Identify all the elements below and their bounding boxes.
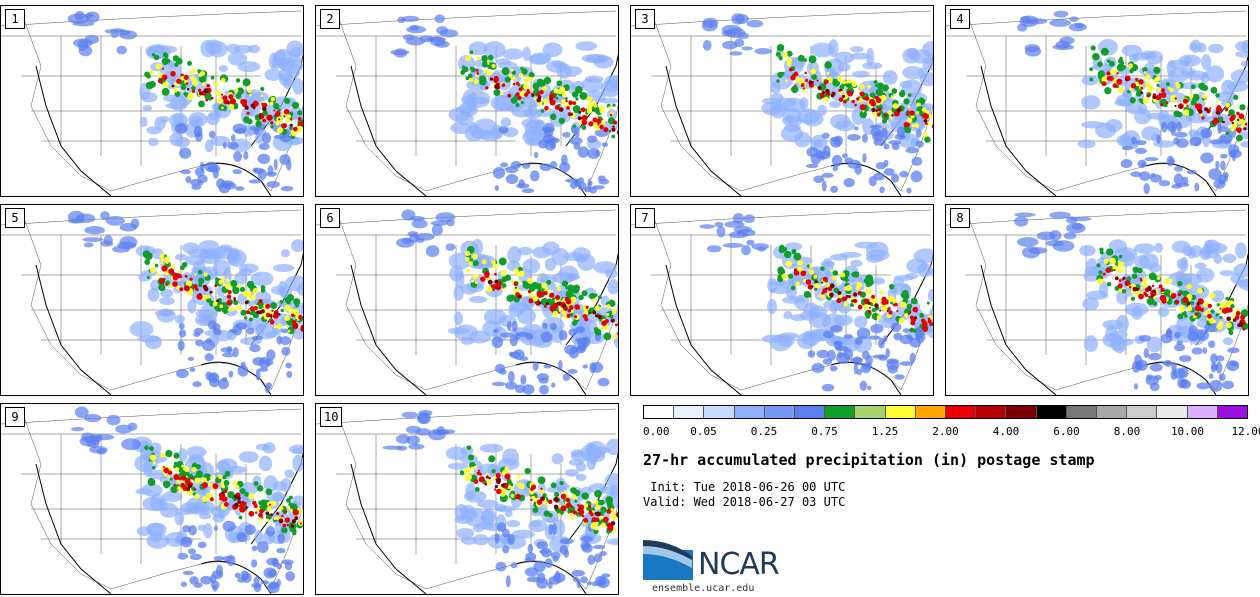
colorbar-swatch <box>1066 406 1098 418</box>
member-label: 7 <box>635 208 655 228</box>
member-panel-6: 6 <box>315 204 619 396</box>
precip-field <box>390 14 618 194</box>
colorbar-tick: 0.25 <box>750 425 778 438</box>
colorbar-swatch <box>1157 406 1188 418</box>
precip-field <box>701 13 933 194</box>
colorbar-swatch <box>795 406 826 418</box>
colorbar-tick: 12.00 <box>1231 425 1260 438</box>
colorbar-tick: 2.00 <box>932 425 959 438</box>
precip-map <box>946 10 1248 196</box>
member-label: 4 <box>950 9 970 29</box>
colorbar-swatch <box>704 406 735 418</box>
figure-title: 27-hr accumulated precipitation (in) pos… <box>643 451 1095 469</box>
colorbar-swatch <box>1036 406 1067 418</box>
precip-colorbar <box>643 405 1248 419</box>
colorbar-swatch <box>674 406 705 418</box>
precip-field <box>67 10 303 194</box>
member-label: 1 <box>5 9 25 29</box>
precip-map <box>316 10 618 196</box>
colorbar-tick: 8.00 <box>1113 425 1141 438</box>
ensemble-url: ensemble.ucar.edu <box>652 583 755 594</box>
precip-field <box>396 209 618 395</box>
colorbar-swatch <box>976 406 1007 418</box>
member-panel-2: 2 <box>315 5 619 197</box>
colorbar-swatch <box>1127 406 1158 418</box>
precip-field <box>1014 211 1248 392</box>
member-label: 9 <box>5 407 25 427</box>
precip-map <box>1 209 303 395</box>
colorbar-swatch <box>1006 406 1037 418</box>
colorbar-tick-labels: 0.00 0.05 0.25 0.75 1.25 2.00 4.00 6.00 8.00 10.0… <box>643 425 1260 439</box>
colorbar-swatch <box>1217 406 1248 418</box>
colorbar-tick: 0.75 <box>811 425 838 438</box>
member-panel-7: 7 <box>630 204 934 396</box>
precip-map <box>316 408 618 594</box>
precip-map <box>1 10 303 196</box>
precip-map <box>631 209 933 395</box>
member-panel-1: 1 <box>0 5 304 197</box>
precip-field <box>699 212 933 392</box>
member-label: 3 <box>635 9 655 29</box>
precip-field <box>1017 10 1248 195</box>
member-label: 8 <box>950 208 970 228</box>
colorbar-swatch <box>734 406 765 418</box>
precip-map <box>946 209 1248 395</box>
colorbar-tick: 0.05 <box>690 425 717 438</box>
member-label: 5 <box>5 208 25 228</box>
colorbar-swatch <box>915 406 947 418</box>
state-boundaries <box>946 209 1248 391</box>
member-panel-10: 10 <box>315 403 619 595</box>
colorbar-tick: 4.00 <box>992 425 1020 438</box>
state-boundaries <box>946 10 1248 192</box>
member-panel-4: 4 <box>945 5 1249 197</box>
member-panel-5: 5 <box>0 204 304 396</box>
precip-map <box>316 209 618 395</box>
ncar-logo-icon <box>643 540 693 580</box>
colorbar-swatch <box>885 406 916 418</box>
precip-field <box>67 210 303 394</box>
member-panel-8: 8 <box>945 204 1249 396</box>
colorbar-swatch <box>644 406 675 418</box>
init-time: Init: Tue 2018-06-26 00 UTC <box>643 480 846 494</box>
colorbar-swatch <box>1097 406 1128 418</box>
colorbar-swatch <box>946 406 977 418</box>
member-label: 6 <box>320 208 340 228</box>
colorbar-tick: 1.25 <box>871 425 899 438</box>
colorbar-swatch <box>825 406 856 418</box>
member-label: 2 <box>320 9 340 29</box>
precip-field <box>71 406 303 594</box>
colorbar-tick: 6.00 <box>1053 425 1080 438</box>
colorbar-swatch <box>764 406 796 418</box>
precip-map <box>631 10 933 196</box>
colorbar-swatch <box>1187 406 1218 418</box>
colorbar-tick: 0.00 <box>643 425 670 438</box>
valid-time: Valid: Wed 2018-06-27 03 UTC <box>643 495 846 509</box>
precip-field <box>382 409 618 589</box>
precip-map <box>1 406 303 594</box>
member-panel-3: 3 <box>630 5 934 197</box>
colorbar-swatch <box>855 406 886 418</box>
member-panel-9: 9 <box>0 403 304 595</box>
colorbar-tick: 10.00 <box>1170 425 1205 438</box>
member-label: 10 <box>320 407 343 427</box>
ncar-logo-text: NCAR <box>698 547 780 582</box>
